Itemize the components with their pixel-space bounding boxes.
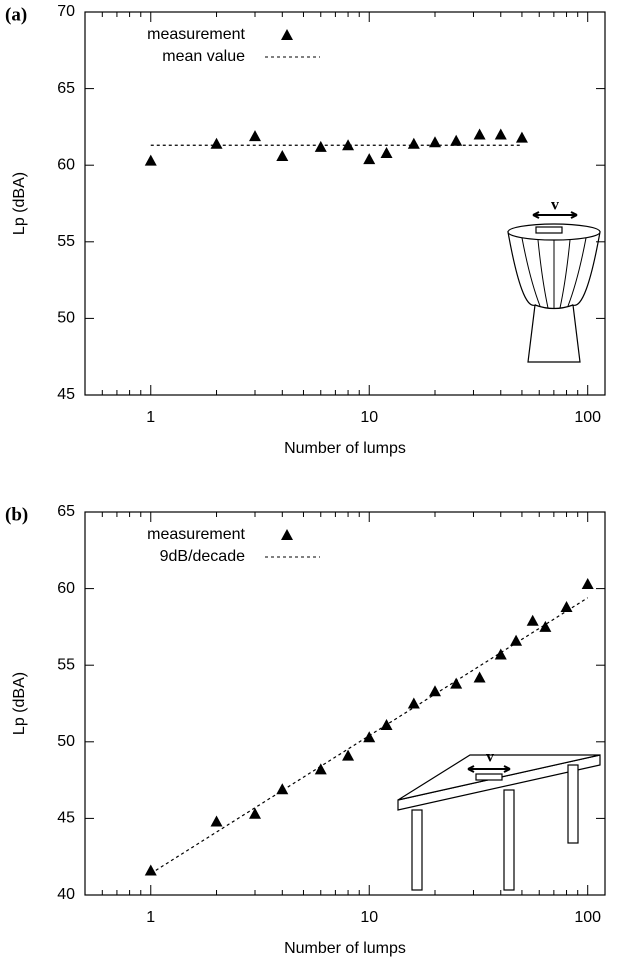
panel: v (b) Number of lumps Lp (dBA) 40 45 50 55 60 65… bbox=[5, 503, 606, 957]
data-point bbox=[363, 153, 376, 165]
x-tick-label: 10 bbox=[360, 409, 378, 426]
y-tick-label: 40 bbox=[57, 886, 75, 903]
data-point bbox=[144, 864, 157, 876]
data-point bbox=[526, 614, 539, 626]
data-point bbox=[380, 146, 393, 158]
x-tick-label: 100 bbox=[574, 909, 601, 926]
data-point bbox=[342, 749, 355, 761]
x-tick-label: 1 bbox=[146, 909, 155, 926]
plot-frame bbox=[84, 11, 606, 396]
y-tick-label: 60 bbox=[57, 156, 75, 173]
data-point bbox=[210, 815, 223, 827]
x-axis-title: Number of lumps bbox=[284, 940, 406, 957]
y-tick-label: 70 bbox=[57, 3, 75, 20]
data-point bbox=[314, 140, 327, 152]
table-illustration: v bbox=[397, 749, 601, 891]
data-point bbox=[450, 134, 463, 146]
data-point bbox=[428, 136, 441, 148]
plot-frame bbox=[84, 511, 606, 896]
panel: v (a) Number of lumps Lp (dBA) 45 50 55 60 65 70… bbox=[5, 3, 606, 457]
y-tick-label: 45 bbox=[57, 810, 75, 827]
data-point bbox=[363, 731, 376, 743]
y-axis-title: Lp (dBA) bbox=[11, 672, 28, 735]
data-point bbox=[210, 137, 223, 149]
y-tick-label: 60 bbox=[57, 580, 75, 597]
data-point bbox=[407, 697, 420, 709]
y-tick-label: 50 bbox=[57, 310, 75, 327]
velocity-label: v bbox=[486, 749, 494, 766]
x-axis-title: Number of lumps bbox=[284, 440, 406, 457]
data-point bbox=[276, 783, 289, 795]
y-tick-label: 55 bbox=[57, 656, 75, 673]
legend-label: 9dB/decade bbox=[160, 548, 246, 565]
data-point bbox=[581, 578, 594, 590]
data-point bbox=[428, 685, 441, 697]
y-tick-label: 45 bbox=[57, 386, 75, 403]
x-tick-label: 100 bbox=[574, 409, 601, 426]
fit-line bbox=[150, 597, 589, 875]
legend-marker bbox=[281, 529, 293, 540]
legend-label: mean value bbox=[162, 48, 245, 65]
legend-label: measurement bbox=[147, 26, 245, 43]
data-point bbox=[510, 634, 523, 646]
data-point bbox=[450, 677, 463, 689]
data-point bbox=[515, 131, 528, 143]
legend-label: measurement bbox=[147, 526, 245, 543]
data-point bbox=[314, 763, 327, 775]
drum-illustration: v bbox=[507, 197, 601, 363]
panel-label: (b) bbox=[5, 504, 28, 525]
data-point bbox=[473, 671, 486, 683]
y-tick-label: 65 bbox=[57, 503, 75, 520]
data-point bbox=[539, 620, 552, 632]
panel-label: (a) bbox=[5, 4, 27, 25]
data-point bbox=[342, 139, 355, 151]
data-point bbox=[144, 154, 157, 166]
y-tick-label: 50 bbox=[57, 733, 75, 750]
data-point bbox=[494, 128, 507, 140]
data-point bbox=[494, 648, 507, 660]
data-point bbox=[276, 150, 289, 162]
y-axis-title: Lp (dBA) bbox=[11, 172, 28, 235]
data-point bbox=[407, 137, 420, 149]
data-point bbox=[249, 807, 262, 819]
data-point bbox=[473, 128, 486, 140]
data-point bbox=[560, 600, 573, 612]
data-point bbox=[249, 130, 262, 142]
y-tick-label: 55 bbox=[57, 233, 75, 250]
y-tick-label: 65 bbox=[57, 80, 75, 97]
x-tick-label: 10 bbox=[360, 909, 378, 926]
velocity-label: v bbox=[551, 197, 559, 214]
x-tick-label: 1 bbox=[146, 409, 155, 426]
legend-marker bbox=[281, 29, 293, 40]
